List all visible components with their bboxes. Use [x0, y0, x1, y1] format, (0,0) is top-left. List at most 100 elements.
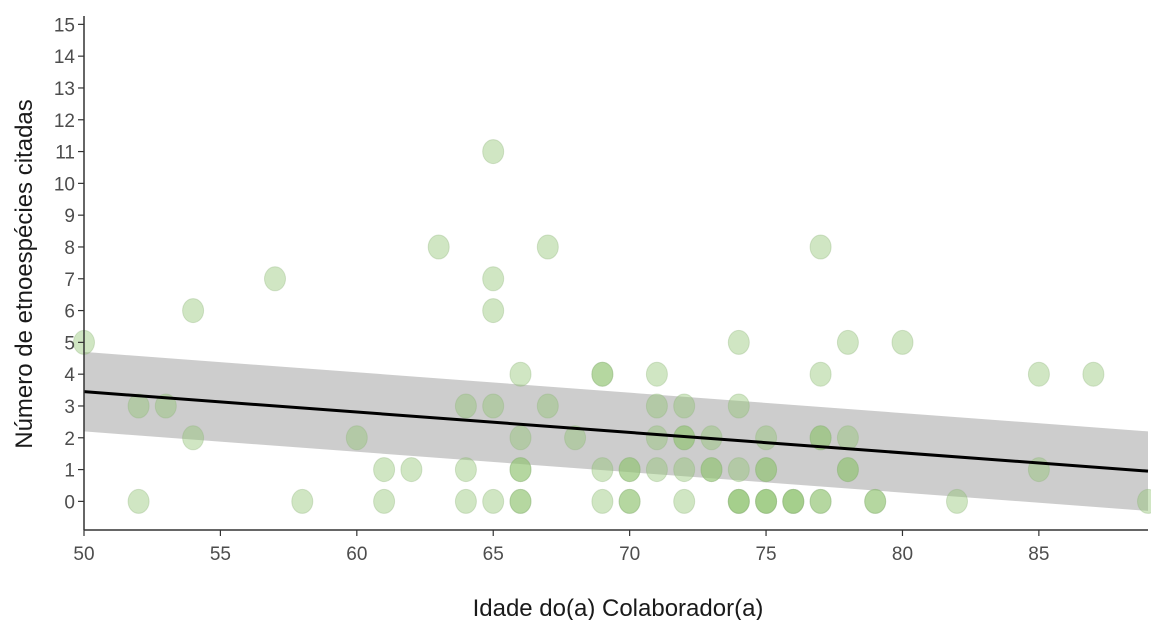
data-point [755, 457, 778, 483]
x-tick-label: 50 [73, 544, 94, 565]
data-point [509, 361, 532, 387]
data-point [482, 139, 505, 165]
data-point [618, 457, 641, 483]
data-point [154, 393, 177, 419]
data-point [755, 488, 778, 514]
data-point [809, 425, 832, 451]
data-point [755, 488, 778, 514]
fit-line [83, 390, 1149, 473]
x-tick-label: 65 [483, 544, 504, 565]
x-tick-label: 70 [619, 544, 640, 565]
data-point [700, 457, 723, 483]
data-point [864, 488, 887, 514]
y-tick-label: 12 [54, 111, 75, 132]
x-tick-label: 60 [346, 544, 367, 565]
data-point [727, 329, 750, 355]
data-point [673, 393, 696, 419]
data-point [618, 488, 641, 514]
y-tick-label: 6 [64, 302, 75, 323]
y-tick-label: 11 [55, 143, 75, 164]
y-tick-label: 10 [54, 174, 75, 195]
data-point [809, 488, 832, 514]
data-point [509, 488, 532, 514]
data-point [618, 457, 641, 483]
x-tick-label: 80 [892, 544, 913, 565]
data-point [645, 457, 668, 483]
x-axis-title: Idade do(a) Colaborador(a) [473, 595, 764, 620]
data-point [809, 425, 832, 451]
y-tick-label: 0 [64, 492, 75, 513]
data-point [836, 425, 859, 451]
data-point [755, 425, 778, 451]
data-point [482, 393, 505, 419]
data-point [509, 457, 532, 483]
data-point [727, 393, 750, 419]
y-tick-label: 2 [64, 429, 75, 450]
data-point [727, 488, 750, 514]
data-point [427, 234, 450, 260]
y-tick-label: 4 [64, 365, 75, 386]
data-point [454, 457, 477, 483]
data-point [591, 488, 614, 514]
data-point [564, 425, 587, 451]
data-point [454, 393, 477, 419]
data-point [482, 488, 505, 514]
data-point [782, 488, 805, 514]
data-point [727, 488, 750, 514]
data-point [509, 457, 532, 483]
data-point [264, 266, 286, 292]
y-tick-label: 9 [64, 206, 75, 227]
y-tick-label: 5 [64, 333, 75, 354]
data-point [1137, 488, 1151, 514]
y-tick-label: 8 [64, 238, 75, 259]
x-tick-label: 85 [1028, 544, 1049, 565]
data-point [1082, 361, 1105, 387]
data-point [673, 457, 696, 483]
data-point [645, 393, 668, 419]
data-point [536, 393, 559, 419]
fit-line-layer [83, 390, 1149, 473]
x-tick-label: 55 [210, 544, 231, 565]
y-tick-label: 15 [54, 15, 75, 36]
y-tick-label: 1 [64, 461, 75, 482]
data-point [182, 298, 205, 324]
y-tick-label: 14 [54, 47, 76, 68]
data-point [864, 488, 887, 514]
data-points-layer [73, 139, 1151, 514]
axis-titles-layer: Idade do(a) Colaborador(a) Número de etn… [11, 99, 763, 620]
data-point [454, 488, 477, 514]
data-point [782, 488, 805, 514]
data-point [645, 425, 668, 451]
data-point [755, 488, 778, 514]
data-point [509, 425, 532, 451]
data-point [836, 457, 859, 483]
data-point [591, 361, 614, 387]
data-point [618, 488, 641, 514]
data-point [836, 329, 859, 355]
data-point [127, 488, 150, 514]
data-point [946, 488, 968, 514]
data-point [591, 457, 614, 483]
x-tick-label: 75 [755, 544, 776, 565]
data-point [536, 234, 559, 260]
data-point [345, 425, 368, 451]
data-point [836, 457, 859, 483]
data-point [291, 488, 314, 514]
data-point [400, 457, 423, 483]
data-point [373, 457, 396, 483]
data-point [591, 361, 614, 387]
data-point [182, 425, 205, 451]
data-point [673, 488, 696, 514]
data-point [509, 488, 532, 514]
data-point [891, 329, 914, 355]
data-point [782, 488, 805, 514]
data-point [809, 488, 832, 514]
data-point [755, 457, 778, 483]
y-tick-label: 7 [64, 270, 75, 291]
data-point [482, 266, 505, 292]
data-point [127, 393, 150, 419]
data-point [645, 361, 668, 387]
